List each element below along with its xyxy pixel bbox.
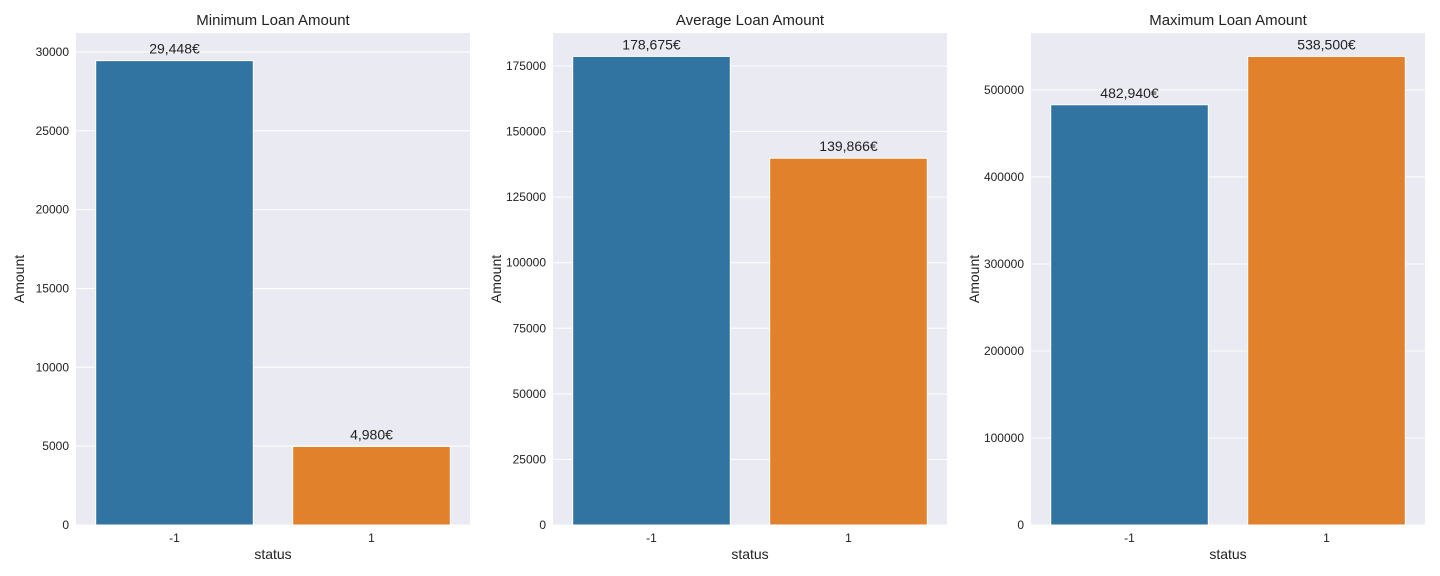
y-tick-label: 200000 bbox=[984, 344, 1024, 358]
y-tick-label: 10000 bbox=[36, 360, 70, 374]
x-axis-label: status bbox=[254, 546, 291, 562]
chart-title: Minimum Loan Amount bbox=[196, 12, 350, 29]
bar-value-label: 482,940€ bbox=[1100, 85, 1159, 101]
y-axis-label: Amount bbox=[488, 255, 504, 303]
y-tick-label: 125000 bbox=[506, 190, 546, 204]
y-tick-label: 500000 bbox=[984, 83, 1024, 97]
bar-value-label: 4,980€ bbox=[350, 426, 393, 442]
y-tick-label: 5000 bbox=[42, 439, 69, 453]
y-tick-label: 20000 bbox=[36, 203, 70, 217]
y-tick-label: 25000 bbox=[36, 124, 70, 138]
bar-value-label: 538,500€ bbox=[1297, 36, 1356, 52]
y-tick-label: 0 bbox=[1017, 518, 1024, 532]
y-tick-label: 30000 bbox=[36, 45, 70, 59]
y-tick-label: 175000 bbox=[506, 59, 546, 73]
bar-value-label: 139,866€ bbox=[819, 138, 878, 154]
x-tick-label: -1 bbox=[646, 531, 657, 545]
x-tick-label: -1 bbox=[1124, 531, 1135, 545]
bar-status--1 bbox=[1050, 104, 1209, 526]
x-tick-label: -1 bbox=[169, 531, 180, 545]
chart-title: Average Loan Amount bbox=[676, 12, 825, 29]
y-tick-label: 100000 bbox=[506, 256, 546, 270]
bar-status--1 bbox=[572, 55, 731, 526]
chart-panel-1: 0 5000 10000 15000 20000 25000 30000 29,448€ -1 4… bbox=[11, 12, 470, 562]
x-axis-label: status bbox=[731, 546, 768, 562]
y-tick-label: 25000 bbox=[513, 452, 547, 466]
y-tick-label: 0 bbox=[62, 518, 69, 532]
bar-status-1 bbox=[292, 445, 451, 526]
y-tick-label: 100000 bbox=[984, 431, 1024, 445]
x-tick-label: 1 bbox=[1323, 531, 1330, 545]
y-axis-label: Amount bbox=[966, 255, 982, 303]
bar-status--1 bbox=[95, 60, 254, 526]
x-tick-label: 1 bbox=[845, 531, 852, 545]
chart-panel-3: 0 100000 200000 300000 400000 500000 482,940€ -… bbox=[966, 12, 1425, 562]
y-tick-label: 50000 bbox=[513, 387, 547, 401]
bar-status-1 bbox=[1247, 55, 1406, 526]
chart-panel-2: 0 25000 50000 75000 100000 125000 150000 175000… bbox=[488, 12, 947, 562]
x-axis-label: status bbox=[1209, 546, 1246, 562]
y-tick-label: 400000 bbox=[984, 170, 1024, 184]
chart-title: Maximum Loan Amount bbox=[1149, 12, 1307, 29]
y-tick-label: 75000 bbox=[513, 321, 547, 335]
bar-value-label: 178,675€ bbox=[622, 36, 681, 52]
bar-status-1 bbox=[769, 157, 928, 526]
bar-value-label: 29,448€ bbox=[149, 41, 200, 57]
y-tick-label: 0 bbox=[539, 518, 546, 532]
y-tick-label: 150000 bbox=[506, 125, 546, 139]
y-axis-label: Amount bbox=[11, 255, 27, 303]
y-tick-label: 15000 bbox=[36, 281, 70, 295]
x-tick-label: 1 bbox=[368, 531, 375, 545]
y-tick-label: 300000 bbox=[984, 257, 1024, 271]
